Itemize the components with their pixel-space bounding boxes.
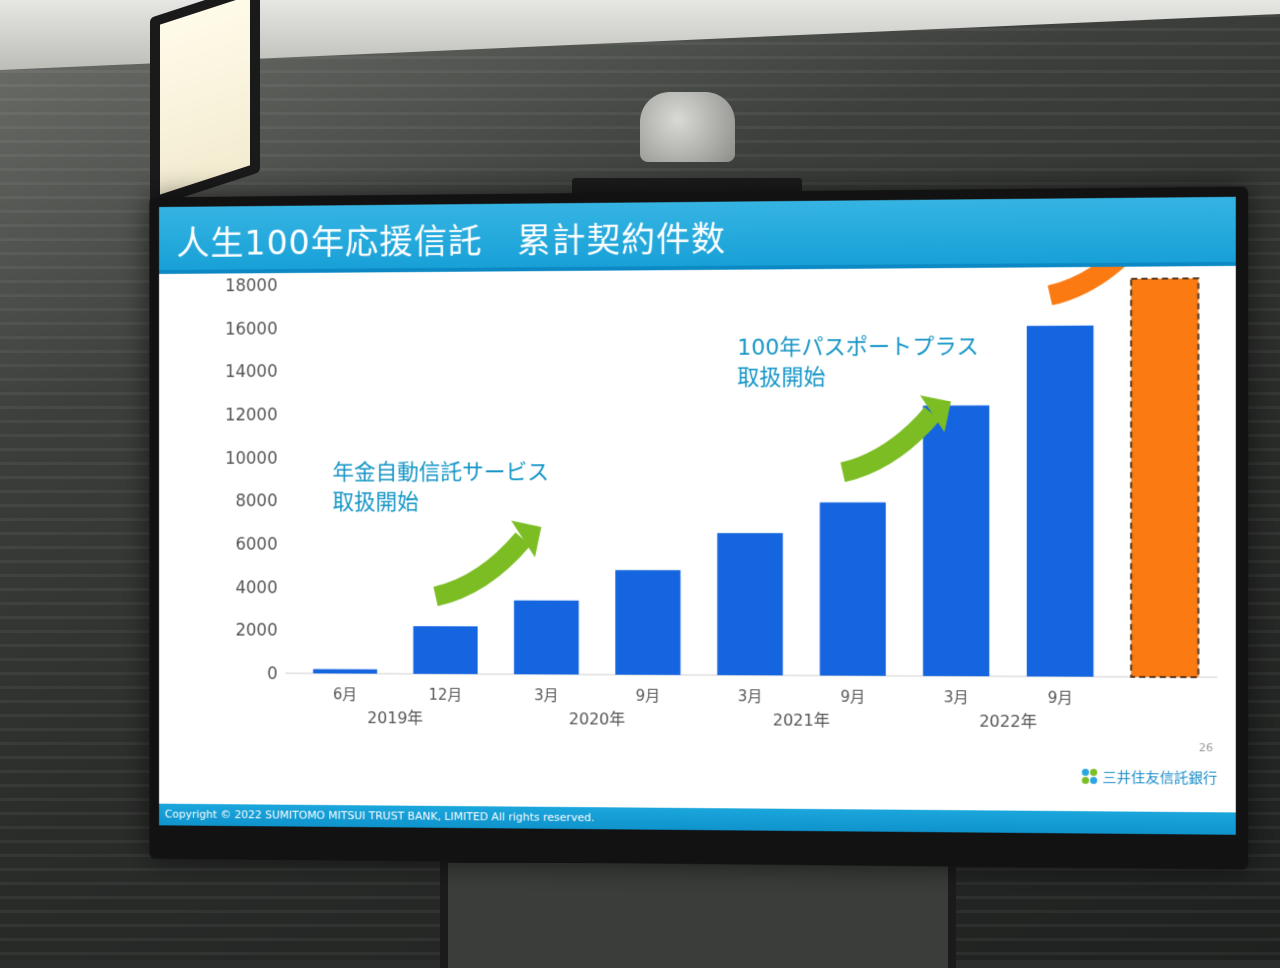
slide: 人生100年応援信託 累計契約件数 0 2000 4000 6000 8000 10000… [159, 197, 1236, 835]
y-tick-label: 2000 [235, 620, 277, 640]
annotation-text: 年金自動信託サービス [333, 460, 549, 485]
x-tick-label: 3月 [944, 688, 969, 706]
year-label: 2019年 [367, 708, 423, 727]
bar [923, 405, 989, 676]
page-number: 26 [1199, 741, 1213, 754]
x-tick-label: 9月 [1048, 689, 1073, 707]
brand-logo-icon [1082, 769, 1098, 785]
bar [1131, 278, 1198, 677]
y-tick-label: 14000 [225, 361, 278, 381]
trend-arrow-icon [436, 521, 542, 597]
annotation-text: 取扱開始 [737, 365, 825, 391]
y-tick-label: 10000 [225, 448, 278, 468]
year-label: 2021年 [773, 710, 830, 730]
x-tick-label: 9月 [636, 687, 660, 705]
bar [313, 669, 377, 674]
x-tick-label: 9月 [840, 688, 865, 706]
slide-title: 人生100年応援信託 累計契約件数 [177, 212, 726, 265]
y-tick-label: 18000 [225, 275, 278, 295]
annotation-text: 取扱開始 [333, 490, 419, 515]
y-tick-label: 6000 [235, 534, 277, 554]
bar [514, 600, 579, 674]
bar [820, 502, 886, 675]
copyright: Copyright © 2022 SUMITOMO MITSUI TRUST B… [165, 808, 595, 825]
y-tick-label: 12000 [225, 404, 278, 424]
x-tick-label: 3月 [738, 687, 763, 705]
bar [1027, 325, 1094, 676]
ptz-camera [640, 92, 735, 162]
x-tick-label: 12月 [429, 686, 463, 704]
x-tick-label: 3月 [534, 686, 558, 704]
brand-name: 三井住友信託銀行 [1102, 767, 1217, 788]
y-tick-label: 8000 [235, 491, 277, 511]
annotation-text: 100年パスポートプラス [737, 334, 978, 361]
floodlight [150, 0, 260, 208]
brand: 三井住友信託銀行 [1082, 767, 1217, 788]
monitor-stand [440, 855, 956, 968]
year-label: 2020年 [569, 709, 625, 728]
title-bar: 人生100年応援信託 累計契約件数 [159, 197, 1236, 274]
footer-bar: Copyright © 2022 SUMITOMO MITSUI TRUST B… [159, 804, 1236, 835]
y-tick-label: 0 [267, 663, 278, 683]
y-tick-label: 4000 [235, 577, 277, 597]
bar-chart: 0 2000 4000 6000 8000 10000 12000 14000 16000 180… [159, 266, 1236, 784]
bar [717, 533, 783, 675]
y-tick-label: 16000 [225, 318, 278, 338]
display-monitor: 人生100年応援信託 累計契約件数 0 2000 4000 6000 8000 10000… [149, 187, 1248, 870]
bar [413, 626, 477, 674]
year-label: 2022年 [979, 711, 1037, 731]
x-tick-label: 6月 [333, 685, 357, 703]
bar [615, 570, 680, 675]
